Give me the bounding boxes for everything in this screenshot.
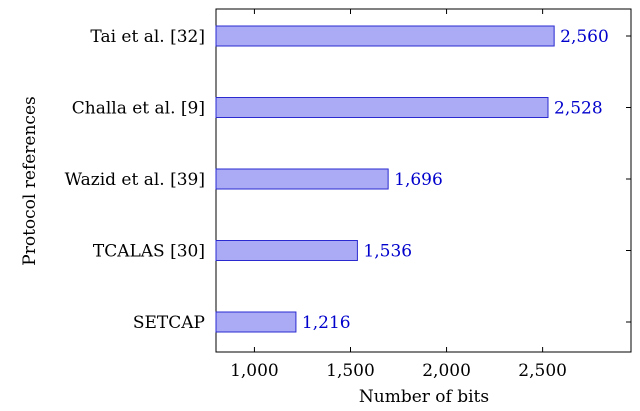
- x-tick-label: 2,500: [518, 361, 567, 381]
- bar: [215, 25, 555, 47]
- bar: [215, 240, 358, 261]
- bar-value-label: 1,696: [394, 170, 443, 190]
- y-axis-label: Protocol references: [20, 96, 40, 265]
- bar-value-label: 2,528: [554, 99, 603, 119]
- x-axis: 1,000 1,500 2,000 2,500: [230, 9, 567, 381]
- bar-value-label: 1,216: [302, 313, 351, 333]
- category-label: Challa et al. [9]: [72, 99, 205, 119]
- bars-group: 2,560 2,528 1,696 1,536 1,216: [215, 25, 609, 333]
- x-tick-label: 1,500: [326, 361, 375, 381]
- bar: [215, 311, 297, 333]
- x-tick-label: 1,000: [230, 361, 279, 381]
- category-label: Wazid et al. [39]: [65, 170, 205, 190]
- bar-value-label: 1,536: [363, 242, 412, 262]
- bar: [215, 97, 549, 118]
- x-tick-label: 2,000: [422, 361, 471, 381]
- category-label: SETCAP: [133, 313, 205, 333]
- category-label: Tai et al. [32]: [90, 27, 205, 47]
- x-axis-label: Number of bits: [359, 387, 489, 407]
- category-label: TCALAS [30]: [93, 242, 205, 262]
- bar: [215, 168, 389, 190]
- y-axis: Tai et al. [32] Challa et al. [9] Wazid et…: [65, 27, 631, 333]
- bar-value-label: 2,560: [560, 27, 609, 47]
